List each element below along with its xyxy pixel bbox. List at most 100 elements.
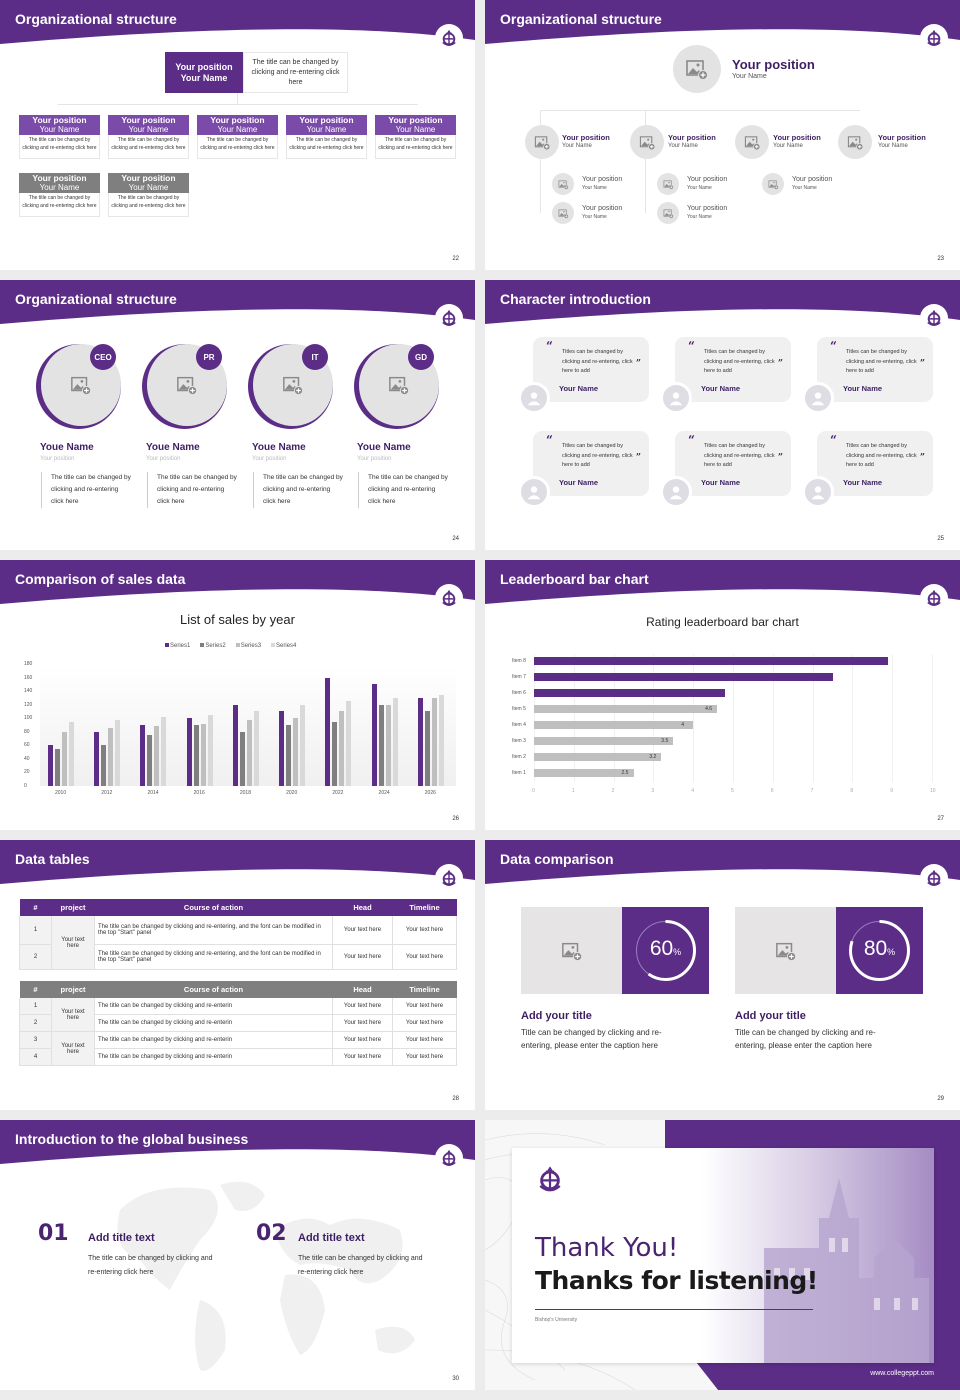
name-label: Your Name — [878, 143, 908, 149]
photo-placeholder[interactable] — [735, 907, 836, 994]
chart-bar[interactable] — [279, 711, 285, 786]
chart-bar[interactable] — [332, 721, 338, 786]
testimonial-card: “ Titles can be changed by clicking and r… — [817, 337, 933, 402]
chart-legend: Series1 Series2 Series3 Series4 — [165, 643, 296, 649]
slide-22[interactable]: Organizational structure Your position Yo… — [0, 0, 475, 270]
website-link[interactable]: www.collegeppt.com — [870, 1370, 934, 1377]
chart-bar[interactable] — [534, 705, 718, 713]
name-label: Your Name — [687, 185, 712, 191]
chart-bar[interactable] — [246, 720, 252, 786]
chart-bar[interactable] — [534, 721, 694, 729]
chart-bar[interactable] — [378, 704, 384, 786]
avatar[interactable] — [518, 476, 550, 508]
photo-placeholder[interactable] — [735, 125, 769, 159]
chart-bar[interactable] — [207, 714, 213, 786]
chart-bar[interactable] — [186, 718, 192, 786]
chart-bar[interactable] — [94, 731, 100, 786]
x-tick-label: 7 — [810, 788, 814, 794]
open-quote-icon: “ — [830, 433, 837, 447]
chart-bar[interactable] — [62, 731, 67, 786]
close-quote-icon: ” — [919, 453, 925, 463]
progress-value: 80% — [863, 937, 896, 960]
photo-placeholder-small[interactable] — [552, 202, 574, 224]
chart-bar[interactable] — [534, 657, 889, 665]
slide-30[interactable]: Introduction to the global business 01 A… — [0, 1120, 475, 1390]
slide-title: Organizational structure — [15, 11, 177, 27]
chart-bar[interactable] — [115, 719, 121, 786]
chart-bar[interactable] — [534, 673, 833, 681]
university-crest-icon — [435, 24, 463, 52]
divider — [535, 1309, 813, 1310]
chart-bar[interactable] — [232, 704, 238, 786]
chart-bar[interactable] — [534, 737, 674, 745]
photo-placeholder[interactable] — [673, 45, 721, 93]
open-quote-icon: “ — [688, 433, 695, 447]
chart-bar[interactable] — [325, 677, 331, 786]
photo-placeholder[interactable] — [838, 125, 872, 159]
photo-placeholder-small[interactable] — [657, 202, 679, 224]
avatar[interactable] — [518, 382, 550, 414]
photo-placeholder[interactable] — [630, 125, 664, 159]
slide-28[interactable]: Data tables # project Course of action Head… — [0, 840, 475, 1110]
chart-bar[interactable] — [101, 745, 107, 786]
chart-bar[interactable] — [534, 753, 662, 761]
y-tick-label: 120 — [24, 701, 33, 708]
slide-title: Data tables — [15, 851, 90, 867]
gridline — [693, 654, 695, 782]
chart-bar[interactable] — [286, 725, 292, 786]
avatar[interactable] — [802, 382, 834, 414]
photo-placeholder-small[interactable] — [552, 173, 574, 195]
chart-bar[interactable] — [392, 697, 398, 786]
person-position: Your position — [357, 456, 392, 462]
chart-bar[interactable] — [253, 711, 259, 786]
person-icon — [668, 484, 684, 500]
chart-bar[interactable] — [239, 731, 245, 786]
slide-23[interactable]: Organizational structure Your position Y… — [485, 0, 960, 270]
slide-26[interactable]: Comparison of sales data List of sales b… — [0, 560, 475, 830]
photo-placeholder-small[interactable] — [762, 173, 784, 195]
page-number: 25 — [937, 536, 944, 542]
chart-bar[interactable] — [534, 689, 726, 697]
chart-bar[interactable] — [154, 726, 160, 786]
name-label: Your Name — [773, 143, 803, 149]
gridline — [573, 654, 575, 782]
x-tick-label: 2 — [611, 788, 615, 794]
chart-bar[interactable] — [161, 716, 167, 786]
chart-bar[interactable] — [534, 769, 634, 777]
chart-bar[interactable] — [371, 684, 377, 786]
slide-24[interactable]: Organizational structure CEO Youe Name Y… — [0, 280, 475, 550]
slide-27[interactable]: Leaderboard bar chart Rating leaderboard… — [485, 560, 960, 830]
testimonial-card: “ Titles can be changed by clicking and r… — [675, 337, 791, 402]
chart-bar[interactable] — [140, 725, 146, 786]
chart-bar[interactable] — [424, 711, 430, 786]
chart-bar[interactable] — [48, 745, 53, 786]
chart-bar[interactable] — [346, 701, 352, 786]
chart-bar[interactable] — [431, 697, 437, 786]
avatar[interactable] — [660, 382, 692, 414]
photo-placeholder[interactable] — [525, 125, 559, 159]
close-quote-icon: ” — [635, 359, 641, 369]
chart-bar[interactable] — [108, 728, 114, 786]
open-quote-icon: “ — [688, 339, 695, 353]
chart-bar[interactable] — [417, 697, 423, 786]
x-tick-label: 5 — [731, 788, 734, 794]
x-tick-label: 4 — [691, 788, 694, 794]
photo-placeholder[interactable] — [521, 907, 622, 994]
photo-placeholder-small[interactable] — [657, 173, 679, 195]
avatar[interactable] — [660, 476, 692, 508]
chart-bar[interactable] — [200, 723, 206, 786]
chart-bar[interactable] — [438, 694, 444, 786]
slide-29[interactable]: Data comparison 60% Add your title Title… — [485, 840, 960, 1110]
chart-bar[interactable] — [385, 704, 391, 786]
chart-bar[interactable] — [339, 711, 345, 786]
chart-bar[interactable] — [147, 735, 153, 786]
chart-bar[interactable] — [193, 725, 199, 786]
chart-bar[interactable] — [293, 718, 299, 786]
slide-25[interactable]: Character introduction “ Titles can be ch… — [485, 280, 960, 550]
avatar[interactable] — [802, 476, 834, 508]
chart-bar[interactable] — [55, 748, 60, 786]
chart-bar[interactable] — [69, 721, 74, 786]
slide-31[interactable]: Thank You! Thanks for listening! Bishop'… — [485, 1120, 960, 1390]
content-card — [512, 1148, 934, 1363]
chart-bar[interactable] — [300, 704, 306, 786]
